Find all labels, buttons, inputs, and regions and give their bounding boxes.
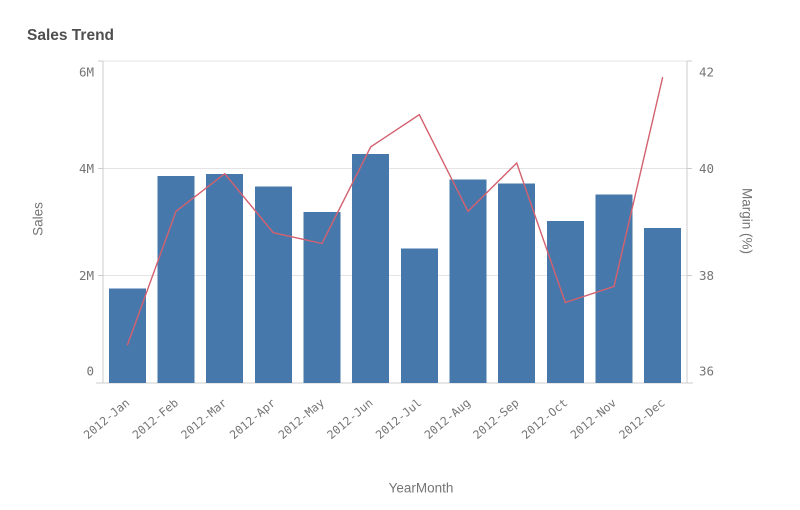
x-tick-label: 2012-Feb: [129, 396, 180, 442]
x-tick-label: 2012-Mar: [178, 396, 229, 442]
bar-2012-May[interactable]: [303, 211, 341, 383]
bar-2012-Jul[interactable]: [400, 248, 438, 383]
x-tick-label: 2012-May: [275, 396, 326, 442]
x-tick-label: 2012-Oct: [519, 396, 570, 442]
left-axis-title: Sales: [30, 202, 46, 236]
left-tick-label: 4M: [79, 161, 94, 176]
bar-2012-Feb[interactable]: [157, 175, 195, 383]
x-tick-label: 2012-Sep: [470, 396, 521, 442]
margin-line[interactable]: [126, 76, 664, 346]
bar-2012-Jan[interactable]: [108, 288, 146, 383]
x-tick-label: 2012-Jul: [373, 396, 424, 442]
bar-2012-Nov[interactable]: [595, 194, 633, 383]
bar-2012-Sep[interactable]: [498, 183, 536, 383]
left-tick-label: 2M: [79, 268, 94, 283]
right-tick-label: 36: [699, 364, 714, 379]
x-axis-title: YearMonth: [388, 480, 454, 496]
chart-title: Sales Trend: [27, 27, 115, 44]
bar-2012-Jun[interactable]: [352, 153, 390, 383]
right-tick-label: 42: [699, 65, 714, 80]
right-tick-label: 38: [699, 268, 714, 283]
left-tick-label: 0: [86, 364, 94, 379]
bar-2012-Mar[interactable]: [206, 174, 244, 383]
x-tick-label: 2012-Jan: [81, 396, 132, 442]
bar-2012-Apr[interactable]: [254, 186, 292, 383]
right-tick-label: 40: [699, 161, 714, 176]
left-tick-label: 6M: [79, 65, 94, 80]
x-tick-label: 2012-Dec: [616, 396, 667, 442]
x-tick-label: 2012-Apr: [227, 396, 278, 442]
bar-2012-Dec[interactable]: [644, 227, 682, 383]
x-tick-label: 2012-Aug: [421, 396, 472, 442]
right-axis-title: Margin (%): [739, 187, 755, 255]
bar-2012-Aug[interactable]: [449, 179, 487, 383]
x-tick-label: 2012-Nov: [567, 396, 618, 442]
x-tick-label: 2012-Jun: [324, 396, 375, 442]
